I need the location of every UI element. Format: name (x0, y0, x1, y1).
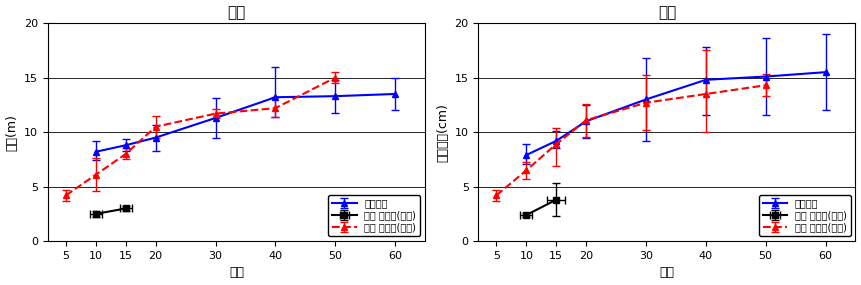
Legend: 미피해지, 산불 피해지(철박), 산불 피해지(비옥): 미피해지, 산불 피해지(철박), 산불 피해지(비옥) (328, 195, 420, 236)
X-axis label: 임령: 임령 (229, 266, 244, 280)
Legend: 미피해지, 산불 피해지(철박), 산불 피해지(비욕): 미피해지, 산불 피해지(철박), 산불 피해지(비욕) (759, 195, 851, 236)
Title: 신갈: 신갈 (227, 5, 245, 21)
Y-axis label: 수고(m): 수고(m) (5, 114, 19, 150)
Title: 신갈: 신갈 (658, 5, 676, 21)
X-axis label: 임령: 임령 (660, 266, 674, 280)
Y-axis label: 흥고직경(cm): 흥고직경(cm) (436, 103, 449, 162)
